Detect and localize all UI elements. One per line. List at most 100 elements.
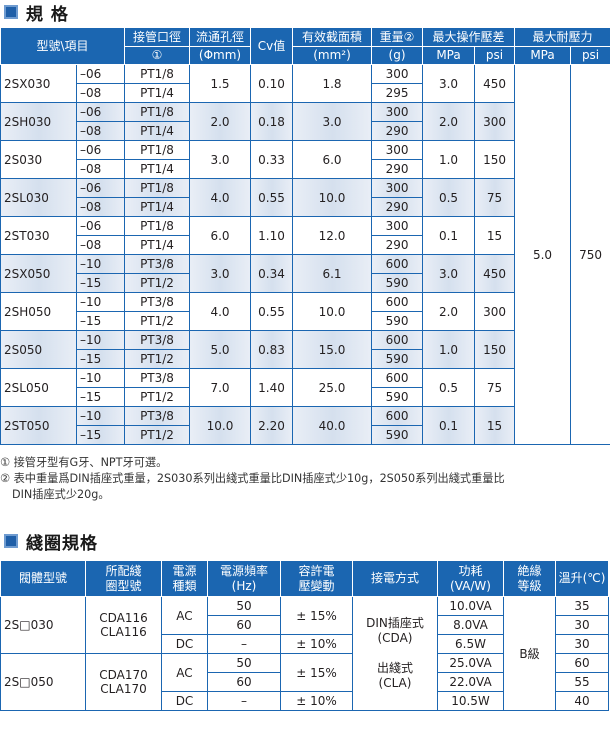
freq-cell: –	[207, 634, 281, 654]
model-cell: 2SL050	[0, 368, 77, 407]
port-cell: PT1/2	[124, 425, 191, 445]
spec-row: –15 PT1/2 590	[1, 387, 610, 407]
weight-cell: 590	[371, 311, 424, 331]
maxop-psi-cell: 75	[474, 178, 516, 217]
weight-cell: 600	[371, 368, 424, 388]
body-model-cell: 2S□030	[0, 596, 86, 654]
freq-cell: 60	[207, 672, 281, 692]
spec-table: 型號\項目 接管口徑 流通孔徑 Cv值 有效截面積 重量② 最大操作壓差 最大耐…	[0, 27, 610, 445]
connection-din: DIN插座式	[366, 616, 424, 630]
orifice-cell: 5.0	[189, 330, 252, 369]
suffix-cell: –06	[75, 102, 126, 122]
tolerance-cell: ± 15%	[280, 596, 353, 635]
suffix-cell: –06	[75, 64, 126, 84]
header-mw-mpa: MPa	[514, 46, 572, 65]
suffix-cell: –10	[75, 406, 126, 426]
maxop-psi-cell: 150	[474, 140, 516, 179]
orifice-cell: 4.0	[189, 292, 252, 331]
temp-rise-cell: 60	[555, 653, 609, 673]
maxop-mpa-cell: 1.0	[422, 140, 476, 179]
orifice-cell: 7.0	[189, 368, 252, 407]
body-model-cell: 2S□050	[0, 653, 86, 711]
freq-cell: 50	[207, 653, 281, 673]
tolerance-cell: ± 10%	[280, 634, 353, 654]
port-cell: PT3/8	[124, 368, 191, 388]
spec-row: –08 PT1/4 290	[1, 197, 610, 217]
header-mw-psi: psi	[570, 46, 610, 65]
orifice-cell: 3.0	[189, 254, 252, 293]
model-cell: 2ST050	[0, 406, 77, 445]
maxop-psi-cell: 300	[474, 102, 516, 141]
header-maxop-psi: psi	[474, 46, 516, 65]
spec-row: –15 PT1/2 590	[1, 349, 610, 369]
suffix-cell: –06	[75, 140, 126, 160]
port-cell: PT1/4	[124, 159, 191, 179]
coil-row: DC – ± 10% 10.5W 40	[1, 691, 609, 711]
connection-lead: 出綫式	[376, 661, 413, 675]
port-cell: PT1/4	[124, 197, 191, 217]
power-type-cell: DC	[161, 634, 208, 654]
temp-rise-cell: 30	[555, 634, 609, 654]
area-cell: 10.0	[292, 178, 373, 217]
suffix-cell: –08	[75, 159, 126, 179]
header-area-unit: (mm²)	[292, 46, 373, 65]
port-cell: PT3/8	[124, 406, 191, 426]
coil-row: 2S□030 CDA116 CLA116 AC 50 ± 15% DIN插座式 (CDA) 出綫…	[0, 596, 609, 711]
port-cell: PT3/8	[124, 330, 191, 350]
area-cell: 12.0	[292, 216, 373, 255]
header-port-note: ①	[124, 46, 191, 65]
header-weight: 重量②	[371, 27, 424, 47]
temp-rise-cell: 35	[555, 596, 609, 616]
spec-row: 2SX030 –06 PT1/8 1.5 0.10 1.8 300 3.0 450 5.0 750	[0, 64, 610, 445]
cv-cell: 0.55	[250, 178, 294, 217]
suffix-cell: –06	[75, 216, 126, 236]
area-cell: 6.1	[292, 254, 373, 293]
spec-row: –15 PT1/2 590	[1, 425, 610, 445]
port-cell: PT1/8	[124, 140, 191, 160]
area-cell: 6.0	[292, 140, 373, 179]
spec-row: 2S030 –06 PT1/8 3.0 0.33 6.0 300 1.0 150	[0, 140, 610, 179]
port-cell: PT3/8	[124, 292, 191, 312]
temp-rise-cell: 55	[555, 672, 609, 692]
weight-cell: 290	[371, 159, 424, 179]
model-cell: 2SH050	[0, 292, 77, 331]
power-type-cell: DC	[161, 691, 208, 711]
coil-header-consume-1: 功耗	[458, 563, 483, 578]
coil-header-consume-2: (VA/W)	[450, 578, 491, 593]
coil-header-coil: 所配綫 圈型號	[85, 560, 162, 597]
consumption-cell: 6.5W	[437, 634, 504, 654]
cv-cell: 1.10	[250, 216, 294, 255]
header-port: 接管口徑	[124, 27, 191, 47]
maxop-psi-cell: 15	[474, 406, 516, 445]
orifice-cell: 4.0	[189, 178, 252, 217]
weight-cell: 295	[371, 83, 424, 103]
power-type-cell: AC	[161, 653, 208, 692]
coil-header-body: 閥體型號	[0, 560, 86, 597]
maxop-mpa-cell: 0.5	[422, 178, 476, 217]
model-cell: 2SX050	[0, 254, 77, 293]
note-2-continued: DIN插座式少20g。	[12, 488, 110, 501]
maxop-psi-cell: 15	[474, 216, 516, 255]
temp-rise-cell: 30	[555, 615, 609, 635]
suffix-cell: –10	[75, 292, 126, 312]
connection-din-code: (CDA)	[377, 631, 413, 645]
cv-cell: 0.55	[250, 292, 294, 331]
suffix-cell: –10	[75, 330, 126, 350]
spec-section-title: 規 格	[26, 4, 69, 25]
freq-cell: 60	[207, 615, 281, 635]
maxop-psi-cell: 450	[474, 254, 516, 293]
coil-header-tol: 容許電 壓變動	[280, 560, 353, 597]
port-cell: PT1/8	[124, 64, 191, 84]
model-cell: 2S050	[0, 330, 77, 369]
orifice-cell: 2.0	[189, 102, 252, 141]
square-bullet-icon	[4, 5, 18, 19]
note-1: ① 接管牙型有G牙、NPT牙可選。	[0, 456, 168, 469]
orifice-cell: 6.0	[189, 216, 252, 255]
weight-cell: 300	[371, 102, 424, 122]
suffix-cell: –15	[75, 425, 126, 445]
port-cell: PT3/8	[124, 254, 191, 274]
coil-header-freq: 電源頻率 (Hz)	[207, 560, 281, 597]
orifice-cell: 10.0	[189, 406, 252, 445]
spec-row: 2ST030 –06 PT1/8 6.0 1.10 12.0 300 0.1 15	[0, 216, 610, 255]
coil-model-1: CDA116	[99, 611, 148, 625]
